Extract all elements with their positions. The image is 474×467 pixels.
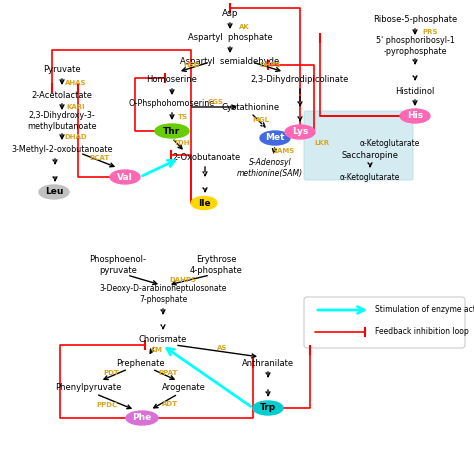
Text: Leu: Leu — [45, 187, 63, 197]
Text: 5' phosphoribosyl-1
-pyrophosphate: 5' phosphoribosyl-1 -pyrophosphate — [375, 36, 455, 56]
Text: AK: AK — [238, 24, 249, 30]
FancyBboxPatch shape — [304, 297, 465, 348]
Text: PPAT: PPAT — [158, 370, 178, 376]
Text: AS: AS — [217, 345, 227, 351]
Ellipse shape — [285, 125, 315, 139]
Text: 2,3-Dihydroxy-3-
methylbutanoate: 2,3-Dihydroxy-3- methylbutanoate — [27, 111, 97, 131]
Ellipse shape — [400, 109, 430, 123]
Text: BCAT: BCAT — [90, 155, 110, 161]
Text: Anthranilate: Anthranilate — [242, 359, 294, 368]
Text: Thr: Thr — [164, 127, 181, 135]
Text: Chorismate: Chorismate — [139, 334, 187, 344]
Text: CGS: CGS — [208, 99, 224, 105]
Text: O-Phsphohomoserine: O-Phsphohomoserine — [129, 99, 215, 108]
Text: Histidinol: Histidinol — [395, 86, 435, 95]
Ellipse shape — [191, 197, 217, 210]
Text: Lys: Lys — [292, 127, 308, 136]
Text: Aspartyl  semialdehyde: Aspartyl semialdehyde — [181, 57, 280, 66]
Text: 3-Deoxy-D-arabinoheptulosonate
7-phosphate: 3-Deoxy-D-arabinoheptulosonate 7-phospha… — [100, 284, 227, 304]
Text: Val: Val — [117, 172, 133, 182]
FancyBboxPatch shape — [304, 111, 413, 180]
Text: Ile: Ile — [198, 198, 210, 207]
Text: His: His — [407, 112, 423, 120]
Text: PDT: PDT — [103, 370, 119, 376]
Text: Aspartyl  phosphate: Aspartyl phosphate — [188, 34, 272, 42]
Ellipse shape — [260, 131, 290, 145]
Text: DHPS: DHPS — [259, 62, 281, 68]
Ellipse shape — [155, 124, 189, 138]
Text: TS: TS — [178, 114, 188, 120]
Ellipse shape — [39, 185, 69, 199]
Text: TDH: TDH — [174, 140, 190, 146]
Text: MGL: MGL — [253, 117, 270, 123]
Text: Saccharopine: Saccharopine — [341, 150, 399, 160]
Ellipse shape — [110, 170, 140, 184]
Text: 3-Methyl-2-oxobutanoate: 3-Methyl-2-oxobutanoate — [11, 146, 113, 155]
Text: Ribose-5-phosphate: Ribose-5-phosphate — [373, 15, 457, 24]
Text: Cystathionine: Cystathionine — [222, 102, 280, 112]
Text: 2-Oxobutanoate: 2-Oxobutanoate — [173, 154, 241, 163]
Text: Arogenate: Arogenate — [162, 383, 206, 392]
Text: Prephenate: Prephenate — [116, 359, 164, 368]
Text: AHAS: AHAS — [65, 80, 87, 86]
Text: α-Ketoglutarate: α-Ketoglutarate — [340, 172, 400, 182]
Text: Trp: Trp — [260, 403, 276, 412]
Text: Homoserine: Homoserine — [146, 76, 198, 85]
Ellipse shape — [126, 411, 158, 425]
Text: HSD: HSD — [184, 62, 200, 68]
Text: Phe: Phe — [132, 413, 152, 423]
Text: DHAD: DHAD — [64, 134, 87, 140]
Text: PPDC: PPDC — [96, 402, 118, 408]
Text: SAMS: SAMS — [273, 148, 295, 154]
Text: Pyruvate: Pyruvate — [43, 65, 81, 75]
Text: S-Adenosyl
methionine(SAM): S-Adenosyl methionine(SAM) — [237, 158, 303, 178]
Text: Phenylpyruvate: Phenylpyruvate — [55, 383, 121, 392]
Ellipse shape — [253, 401, 283, 415]
Text: CM: CM — [151, 347, 163, 353]
Text: Asp: Asp — [222, 9, 238, 19]
Text: PRS: PRS — [422, 29, 438, 35]
Text: α-Ketoglutarate: α-Ketoglutarate — [360, 139, 420, 148]
Text: Stimulation of enzyme activity: Stimulation of enzyme activity — [375, 305, 474, 314]
Text: Feedback inhibition loop: Feedback inhibition loop — [375, 327, 469, 337]
Text: Phosphoenol-
pyruvate: Phosphoenol- pyruvate — [90, 255, 146, 275]
Text: LKR: LKR — [314, 140, 329, 146]
Text: ADT: ADT — [162, 401, 178, 407]
Text: Erythrose
4-phosphate: Erythrose 4-phosphate — [190, 255, 242, 275]
Text: KARI: KARI — [67, 104, 85, 110]
Text: DAHPS: DAHPS — [170, 277, 197, 283]
Text: Met: Met — [265, 134, 285, 142]
Text: 2-Acetolactate: 2-Acetolactate — [31, 91, 92, 99]
Text: 2,3-Dihydrodipicolinate: 2,3-Dihydrodipicolinate — [251, 76, 349, 85]
